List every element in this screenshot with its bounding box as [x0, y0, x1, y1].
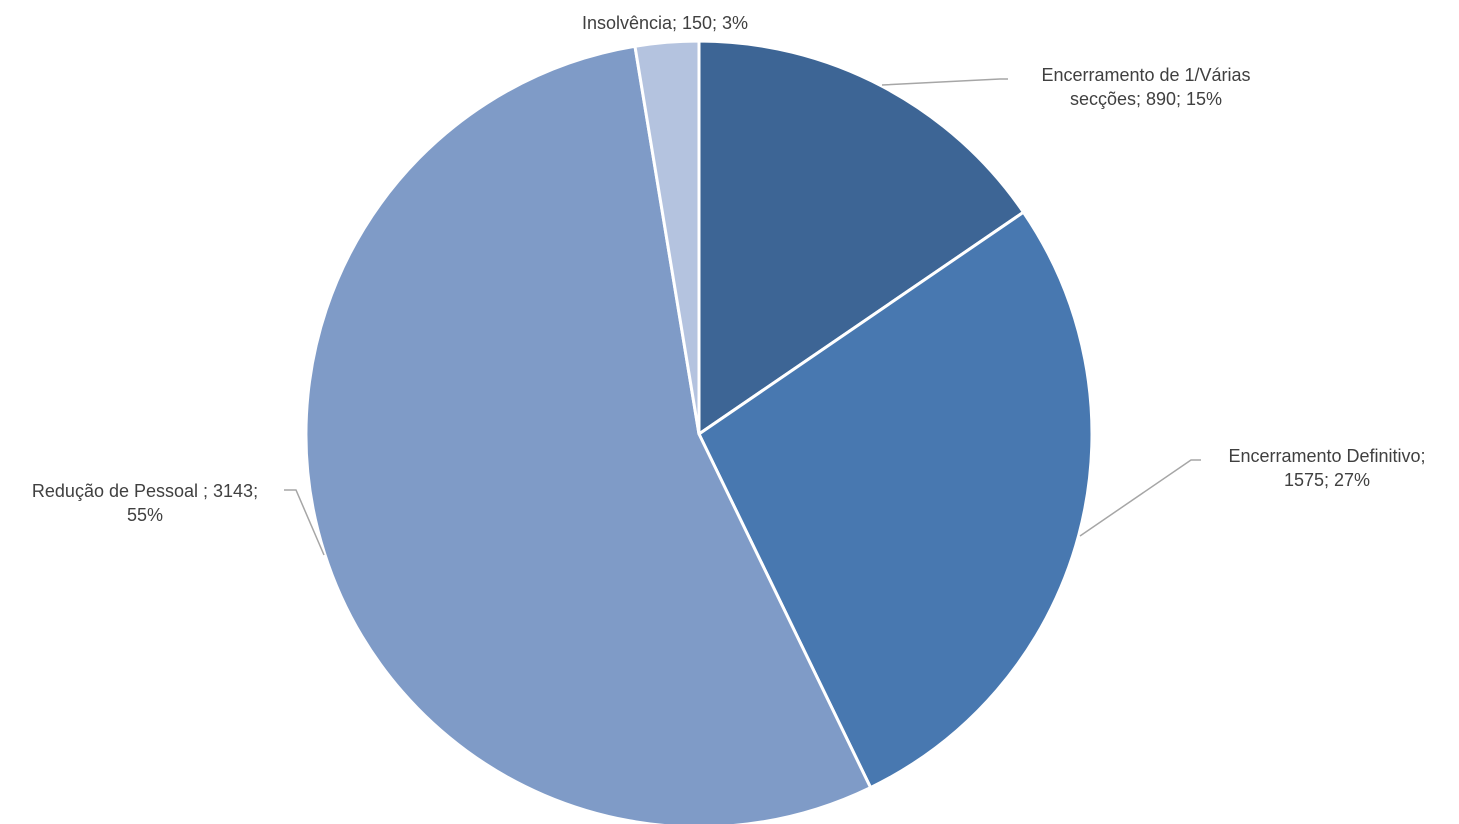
data-label-line: 55%	[127, 505, 163, 525]
pie-slice-insolvencia	[633, 39, 701, 436]
data-label-line: Encerramento de 1/Várias	[1041, 65, 1250, 85]
leader-lines	[284, 78, 1201, 556]
data-label-encerramento-definitivo: Encerramento Definitivo; 1575; 27%	[1228, 446, 1425, 490]
pie-slice-encerramento-de-1-varias-seccoes	[697, 39, 1025, 436]
data-label-line: Redução de Pessoal ; 3143;	[32, 481, 258, 501]
pie-slice-reducao-de-pessoal	[304, 44, 873, 824]
data-label-reducao-de-pessoal: Redução de Pessoal ; 3143; 55%	[32, 481, 258, 525]
data-label-line: secções; 890; 15%	[1070, 89, 1222, 109]
leader-line-reducao-de-pessoal	[284, 489, 325, 556]
leader-line-encerramento-de-1-varias-seccoes	[881, 78, 1008, 86]
data-label-encerramento-de-1-varias-seccoes: Encerramento de 1/Várias secções; 890; 15…	[1041, 65, 1250, 109]
data-labels: Encerramento de 1/Várias secções; 890; 15…	[32, 13, 1426, 525]
data-label-line: Encerramento Definitivo;	[1228, 446, 1425, 466]
data-label-insolvencia: Insolvência; 150; 3%	[582, 13, 748, 33]
data-label-line: Insolvência; 150; 3%	[582, 13, 748, 33]
pie-slices	[304, 39, 1094, 824]
data-label-line: 1575; 27%	[1284, 470, 1370, 490]
pie-slice-encerramento-definitivo	[697, 210, 1094, 790]
leader-line-encerramento-definitivo	[1079, 459, 1201, 537]
